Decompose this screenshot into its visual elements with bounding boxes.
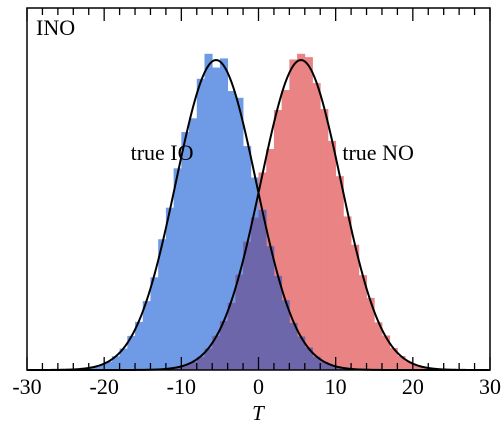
no-bar: [281, 90, 290, 370]
no-bar: [405, 361, 414, 370]
overlap-bar: [196, 356, 205, 370]
x-tick-label: -20: [90, 374, 119, 399]
no-bar: [366, 297, 375, 370]
no-bar: [312, 83, 321, 371]
overlap-bar: [312, 356, 321, 370]
overlap-bar: [335, 367, 344, 370]
x-tick-label: -10: [167, 374, 196, 399]
io-bar: [204, 53, 213, 371]
io-bar: [173, 168, 182, 370]
no-bar: [389, 348, 398, 370]
x-tick-label: -30: [12, 374, 41, 399]
no-bar: [374, 322, 383, 370]
no-bar: [381, 335, 391, 370]
io-bar: [196, 78, 205, 370]
overlap-bar: [289, 322, 298, 370]
axis-ticks: [26, 8, 491, 370]
io-bar: [150, 277, 159, 370]
overlap-bar: [273, 275, 283, 370]
overlap-bar: [227, 302, 236, 370]
no-bar: [273, 110, 283, 370]
x-tick-label: 10: [325, 374, 347, 399]
x-axis-title: T: [252, 401, 265, 425]
overlap-histogram: [158, 209, 360, 370]
io-bar: [158, 239, 167, 370]
io-bar: [135, 321, 144, 370]
io-bar: [127, 335, 136, 370]
io-bar: [227, 91, 236, 371]
io-bar: [111, 356, 120, 370]
io-bar: [88, 367, 97, 370]
no-bar: [351, 244, 360, 370]
no-bar: [335, 176, 344, 370]
no-bar: [304, 57, 313, 370]
io-bar: [189, 118, 198, 370]
overlap-bar: [181, 365, 190, 370]
series-annotations: true IO true NO: [131, 140, 414, 165]
overlap-bar: [258, 209, 267, 370]
overlap-bar: [304, 347, 313, 370]
overlap-bar: [281, 300, 290, 370]
x-tick-label: 30: [479, 374, 501, 399]
no-bar: [343, 216, 352, 370]
x-tick-labels: -30 -20 -10 0 10 20 30: [12, 374, 501, 399]
overlap-bar: [212, 335, 221, 370]
x-tick-label: 0: [253, 374, 264, 399]
overlap-bar: [235, 274, 244, 370]
io-bar: [119, 348, 128, 370]
overlap-bar: [320, 361, 329, 370]
io-bar: [235, 97, 244, 371]
no-bar: [420, 367, 429, 370]
no-bar: [358, 275, 367, 370]
no-bar: [397, 356, 406, 370]
overlap-bar: [327, 365, 337, 370]
overlap-bar: [250, 217, 259, 370]
panel-label: INO: [36, 15, 75, 40]
io-bar: [212, 67, 221, 370]
overlap-bar: [173, 367, 182, 370]
overlap-bar: [297, 336, 306, 370]
no-bar: [297, 53, 306, 371]
overlap-bar: [189, 362, 198, 370]
no-bar: [327, 140, 337, 370]
series-annotation: true NO: [342, 140, 413, 165]
io-bar: [104, 361, 113, 370]
io-bar: [181, 132, 190, 370]
overlap-bar: [204, 348, 213, 370]
overlap-bar: [219, 320, 229, 370]
io-bar: [165, 207, 175, 370]
io-bar: [96, 365, 105, 370]
overlap-bar: [266, 246, 275, 370]
no-bar: [289, 59, 298, 371]
no-bar: [412, 365, 421, 370]
io-bar: [219, 58, 229, 371]
no-bar: [320, 109, 329, 370]
io-bar: [142, 301, 151, 370]
overlap-bar: [243, 241, 252, 370]
series-annotation: true IO: [131, 140, 194, 165]
x-tick-label: 20: [402, 374, 424, 399]
